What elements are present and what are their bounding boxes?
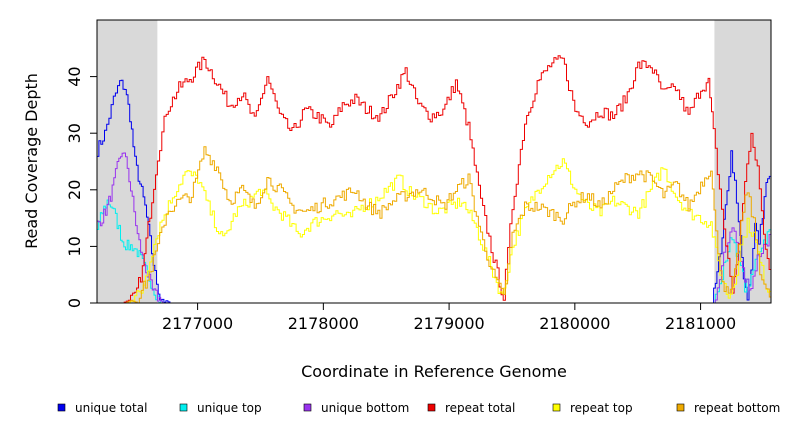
x-tick-label-4: 2181000 [665, 314, 736, 333]
plot-frame [96, 19, 772, 304]
legend: unique total unique top unique bottom repea… [57, 401, 780, 415]
legend-label: repeat bottom [694, 401, 780, 415]
y-tick-label-3: 30 [65, 123, 84, 143]
x-tick-label-2: 2179000 [413, 314, 484, 333]
series-repeat-top [97, 158, 772, 304]
legend-swatch [303, 403, 312, 412]
y-tick-label-0: 0 [65, 298, 84, 308]
legend-item-repeat-top: repeat top [552, 401, 633, 415]
legend-swatch [57, 403, 66, 412]
legend-label: unique top [197, 401, 262, 415]
shaded-regions [97, 20, 771, 303]
shaded-region-1 [714, 20, 771, 303]
legend-label: repeat total [445, 401, 515, 415]
legend-swatch [552, 403, 561, 412]
x-tick-label-1: 2178000 [288, 314, 359, 333]
legend-item-repeat-total: repeat total [427, 401, 515, 415]
legend-swatch [179, 403, 188, 412]
y-tick-label-1: 10 [65, 236, 84, 256]
legend-label: repeat top [570, 401, 633, 415]
legend-item-repeat-bottom: repeat bottom [676, 401, 780, 415]
series-repeat-total [97, 55, 772, 304]
axes: 2177000 2178000 2179000 2180000 2181000 0 10 20… [65, 66, 736, 333]
x-axis-title: Coordinate in Reference Genome [301, 362, 567, 381]
legend-label: unique total [75, 401, 147, 415]
series-unique-top [97, 199, 772, 304]
y-tick-label-4: 40 [65, 66, 84, 86]
y-axis-title: Read Coverage Depth [22, 73, 41, 249]
series-lines [97, 55, 772, 304]
y-tick-label-2: 20 [65, 180, 84, 200]
x-tick-label-3: 2180000 [539, 314, 610, 333]
legend-swatch [676, 403, 685, 412]
legend-item-unique-total: unique total [57, 401, 147, 415]
legend-label: unique bottom [321, 401, 409, 415]
legend-item-unique-bottom: unique bottom [303, 401, 409, 415]
legend-item-unique-top: unique top [179, 401, 262, 415]
legend-swatch [427, 403, 436, 412]
series-repeat-bottom [97, 146, 772, 304]
x-tick-label-0: 2177000 [162, 314, 233, 333]
